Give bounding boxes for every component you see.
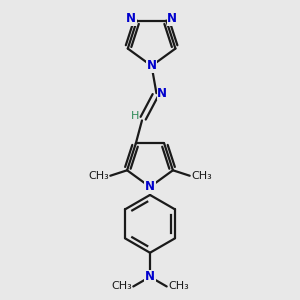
Text: N: N xyxy=(126,13,136,26)
Text: N: N xyxy=(145,270,155,283)
Text: N: N xyxy=(145,180,155,194)
Text: CH₃: CH₃ xyxy=(191,171,212,181)
Text: CH₃: CH₃ xyxy=(168,281,189,292)
Text: CH₃: CH₃ xyxy=(111,281,132,292)
Text: CH₃: CH₃ xyxy=(88,171,109,181)
Text: N: N xyxy=(147,59,157,72)
Text: N: N xyxy=(167,13,177,26)
Text: N: N xyxy=(157,87,167,100)
Text: H: H xyxy=(131,111,139,121)
